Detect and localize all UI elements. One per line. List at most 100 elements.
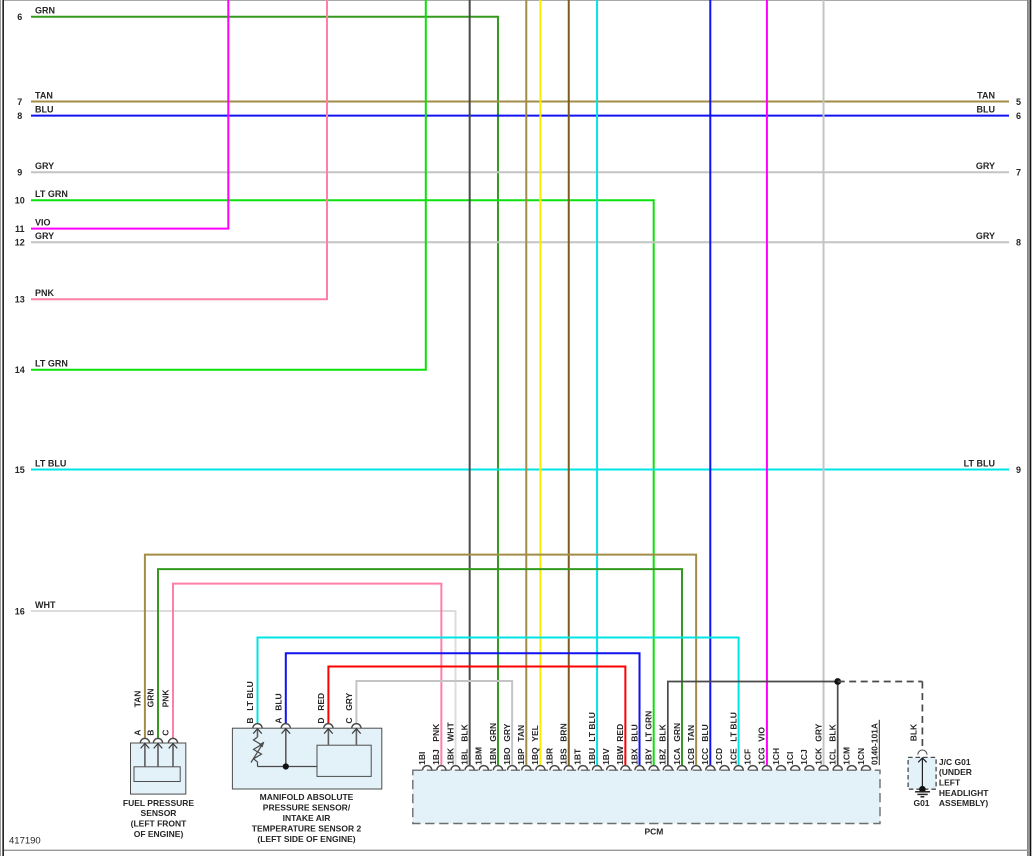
svg-text:TAN: TAN <box>132 691 142 708</box>
svg-text:TAN: TAN <box>977 90 995 100</box>
svg-text:1BS: 1BS <box>559 748 569 765</box>
svg-text:1CA: 1CA <box>672 748 682 765</box>
svg-text:INTAKE AIR: INTAKE AIR <box>283 813 331 823</box>
svg-text:0140-101A: 0140-101A <box>870 723 880 765</box>
svg-text:(LEFT SIDE OF ENGINE): (LEFT SIDE OF ENGINE) <box>257 834 355 844</box>
svg-text:1BP: 1BP <box>516 748 526 765</box>
svg-text:B: B <box>146 730 156 736</box>
svg-text:1BI: 1BI <box>417 752 427 765</box>
svg-text:FUEL PRESSURE: FUEL PRESSURE <box>123 798 194 808</box>
svg-text:1CE: 1CE <box>728 748 738 765</box>
svg-text:GRY: GRY <box>344 692 354 710</box>
svg-text:LT BLU: LT BLU <box>964 458 995 468</box>
svg-text:GRY: GRY <box>35 161 54 171</box>
svg-text:BLU: BLU <box>700 724 710 741</box>
svg-text:B: B <box>245 717 255 723</box>
svg-text:1CK: 1CK <box>813 747 823 765</box>
svg-text:LT GRN: LT GRN <box>643 711 653 742</box>
svg-text:WHT: WHT <box>35 600 56 610</box>
svg-text:1CN: 1CN <box>856 748 866 765</box>
svg-text:9: 9 <box>1016 465 1021 475</box>
svg-text:VIO: VIO <box>757 727 767 742</box>
svg-text:LT GRN: LT GRN <box>35 359 68 369</box>
svg-text:GRY: GRY <box>976 161 995 171</box>
svg-text:417190: 417190 <box>9 836 41 847</box>
svg-text:PNK: PNK <box>161 689 171 708</box>
svg-text:ASSEMBLY): ASSEMBLY) <box>939 798 988 808</box>
svg-text:BLU: BLU <box>977 104 996 114</box>
svg-text:YEL: YEL <box>530 725 540 742</box>
svg-text:GRY: GRY <box>35 231 54 241</box>
svg-text:15: 15 <box>15 465 25 475</box>
svg-text:PNK: PNK <box>35 288 55 298</box>
svg-text:BLK: BLK <box>827 723 837 741</box>
svg-text:BRN: BRN <box>559 723 569 741</box>
svg-text:HEADLIGHT: HEADLIGHT <box>939 788 989 798</box>
svg-text:1CC: 1CC <box>700 748 710 765</box>
svg-text:PCM: PCM <box>644 827 663 837</box>
svg-text:1CI: 1CI <box>785 752 795 765</box>
svg-text:C: C <box>344 717 354 723</box>
svg-text:12: 12 <box>15 238 25 248</box>
svg-text:1BZ: 1BZ <box>658 749 668 765</box>
svg-text:1BQ: 1BQ <box>530 747 540 765</box>
svg-text:1BX: 1BX <box>629 748 639 765</box>
svg-text:7: 7 <box>1016 168 1021 178</box>
svg-text:SENSOR: SENSOR <box>141 808 177 818</box>
svg-text:13: 13 <box>15 295 25 305</box>
svg-text:RED: RED <box>615 724 625 742</box>
svg-text:BLK: BLK <box>658 723 668 741</box>
svg-text:A: A <box>273 717 283 723</box>
svg-text:GRY: GRY <box>976 231 995 241</box>
svg-text:1BT: 1BT <box>573 748 583 765</box>
svg-text:GRN: GRN <box>488 723 498 742</box>
svg-text:LT BLU: LT BLU <box>728 712 738 742</box>
svg-text:8: 8 <box>1016 238 1021 248</box>
svg-text:TAN: TAN <box>516 725 526 742</box>
svg-text:BLU: BLU <box>35 104 54 114</box>
svg-text:1BL: 1BL <box>459 749 469 765</box>
svg-text:1BR: 1BR <box>544 748 554 765</box>
svg-text:1BN: 1BN <box>488 748 498 765</box>
svg-text:A: A <box>132 730 142 736</box>
svg-text:PNK: PNK <box>431 723 441 742</box>
svg-text:(LEFT FRONT: (LEFT FRONT <box>131 819 188 829</box>
svg-text:OF ENGINE): OF ENGINE) <box>134 829 184 839</box>
svg-text:LT GRN: LT GRN <box>35 189 68 199</box>
svg-text:1CF: 1CF <box>743 749 753 765</box>
svg-text:(UNDER: (UNDER <box>939 767 972 777</box>
svg-text:LT BLU: LT BLU <box>245 681 255 711</box>
svg-text:5: 5 <box>1016 97 1021 107</box>
svg-text:PRESSURE SENSOR/: PRESSURE SENSOR/ <box>263 803 351 813</box>
svg-text:1BW: 1BW <box>615 745 625 765</box>
svg-text:7: 7 <box>17 97 22 107</box>
svg-text:1CB: 1CB <box>686 748 696 765</box>
svg-text:GRY: GRY <box>813 723 823 741</box>
svg-text:9: 9 <box>17 168 22 178</box>
svg-text:D: D <box>316 717 326 723</box>
svg-text:LT BLU: LT BLU <box>35 458 66 468</box>
svg-text:10: 10 <box>15 196 25 206</box>
svg-text:1BM: 1BM <box>474 747 484 765</box>
svg-text:J/C G01: J/C G01 <box>939 757 971 767</box>
svg-text:GRN: GRN <box>672 723 682 742</box>
svg-text:16: 16 <box>15 606 25 616</box>
svg-text:6: 6 <box>17 12 22 22</box>
svg-text:1BO: 1BO <box>502 747 512 765</box>
svg-text:GRY: GRY <box>502 723 512 741</box>
svg-text:RED: RED <box>316 693 326 711</box>
svg-text:1CD: 1CD <box>714 748 724 765</box>
svg-text:BLK: BLK <box>459 723 469 741</box>
svg-text:1BY: 1BY <box>643 748 653 765</box>
svg-text:TAN: TAN <box>686 725 696 742</box>
svg-text:BLK: BLK <box>909 723 919 741</box>
svg-text:1BK: 1BK <box>445 747 455 765</box>
svg-text:TEMPERATURE SENSOR 2: TEMPERATURE SENSOR 2 <box>252 823 362 833</box>
svg-text:1CJ: 1CJ <box>799 749 809 765</box>
svg-text:11: 11 <box>15 224 25 234</box>
svg-text:1CM: 1CM <box>842 747 852 765</box>
svg-text:BLU: BLU <box>273 693 283 710</box>
svg-text:VIO: VIO <box>35 217 51 227</box>
svg-text:WHT: WHT <box>445 722 455 742</box>
svg-text:C: C <box>161 730 171 736</box>
